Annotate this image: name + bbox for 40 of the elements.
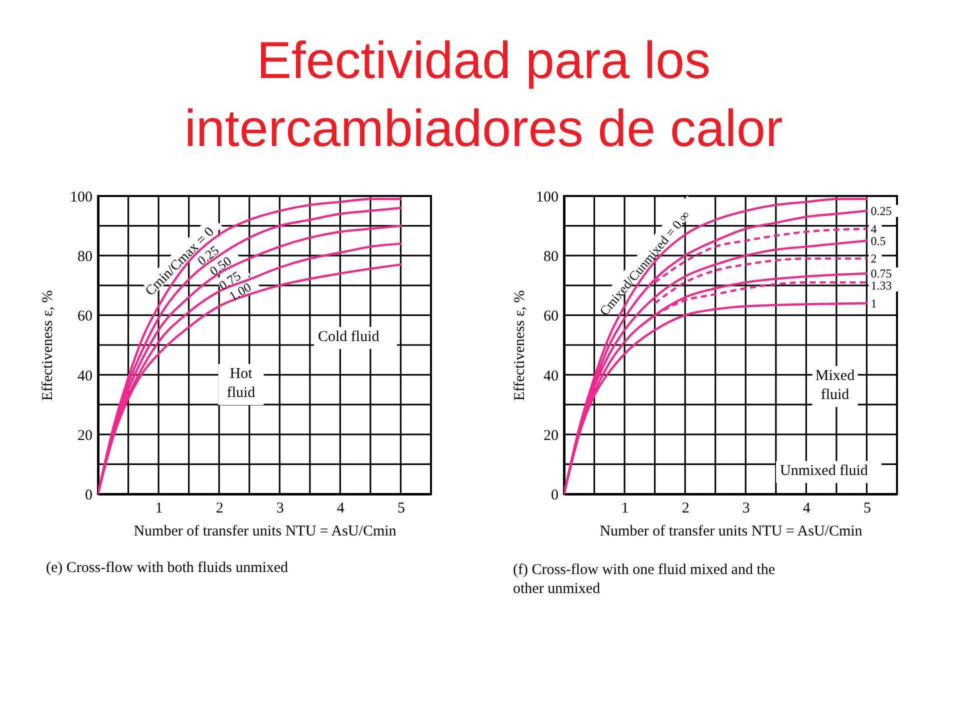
y-tick-label: 0 [551, 488, 558, 504]
x-axis-title: Number of transfer units NTU = AsU/Cmin [134, 524, 397, 540]
x-tick-label: 3 [742, 500, 750, 516]
y-tick-label: 100 [70, 190, 92, 206]
series-label: 2 [870, 252, 877, 266]
y-tick-label: 80 [544, 249, 558, 266]
x-tick-label: 1 [155, 500, 163, 516]
x-tick-label: 5 [863, 500, 871, 516]
y-tick-label: 100 [536, 190, 558, 206]
y-tick-label: 20 [544, 428, 558, 444]
annotation: Hot fluid [226, 366, 256, 401]
series-label: 0.75 [870, 266, 892, 280]
series-label: 0.5 [870, 234, 886, 248]
y-tick-label: 80 [78, 249, 92, 266]
y-tick-label: 0 [85, 488, 92, 504]
series-label: 4 [870, 222, 877, 236]
y-tick-label: 60 [78, 308, 92, 325]
y-tick-label: 60 [544, 308, 558, 325]
y-axis-title: Effectiveness ε, % [40, 290, 56, 401]
text: (e) Cross-flow with both fluids unmixed [46, 560, 289, 576]
annotation: Cold fluid [318, 329, 380, 345]
annotation: Unmixed fluid [780, 463, 868, 479]
x-tick-label: 3 [276, 500, 284, 516]
annotation: Mixed fluid [815, 368, 856, 403]
series-label: 0.25 [870, 204, 892, 218]
chart-title: Efectividad para los intercambiadores de calor [184, 32, 783, 158]
x-tick-label: 2 [682, 500, 690, 516]
series-label: 1 [870, 296, 877, 310]
x-tick-label: 2 [216, 500, 224, 516]
x-axis-title: Number of transfer units NTU = AsU/Cmin [600, 524, 863, 540]
y-tick-label: 40 [78, 368, 92, 384]
series-label: 1.33 [870, 278, 892, 292]
text: (f) Cross-flow with one fluid mixed and the other unmixed [513, 562, 776, 597]
y-tick-label: 40 [544, 368, 558, 384]
y-axis-title: Effectiveness ε, % [512, 290, 528, 401]
x-tick-label: 1 [621, 500, 629, 516]
x-tick-label: 5 [397, 500, 405, 516]
x-tick-label: 4 [802, 500, 811, 516]
x-tick-label: 4 [336, 500, 345, 516]
y-tick-label: 20 [78, 428, 92, 444]
